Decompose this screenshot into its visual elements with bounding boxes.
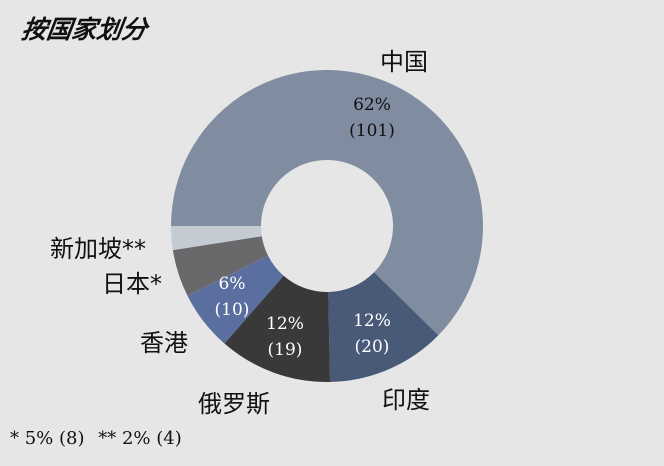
value-hongkong-pct: 6% bbox=[218, 274, 246, 294]
label-india: 印度 bbox=[382, 386, 430, 414]
label-china: 中国 bbox=[380, 48, 428, 76]
footnote: * 5% (8) ** 2% (4) bbox=[10, 428, 190, 449]
donut-slice bbox=[328, 272, 439, 382]
value-russia: 12% (19) bbox=[266, 311, 304, 363]
value-hongkong: 6% (10) bbox=[215, 271, 250, 323]
label-russia: 俄罗斯 bbox=[198, 390, 270, 418]
value-india-count: (20) bbox=[354, 337, 390, 357]
value-china-count: (101) bbox=[349, 121, 395, 141]
label-singapore: 新加坡** bbox=[50, 235, 146, 263]
value-india: 12% (20) bbox=[353, 308, 391, 360]
value-russia-pct: 12% bbox=[266, 314, 304, 334]
donut-slice bbox=[187, 255, 284, 344]
donut-slice bbox=[171, 226, 262, 251]
value-china: 62% (101) bbox=[349, 92, 395, 144]
donut-slice bbox=[172, 236, 269, 297]
value-hongkong-count: (10) bbox=[214, 300, 250, 320]
value-china-pct: 62% bbox=[353, 95, 391, 115]
value-russia-count: (19) bbox=[267, 340, 303, 360]
donut-slices bbox=[171, 70, 484, 382]
footnote-japan: * 5% (8) bbox=[10, 428, 85, 449]
donut-slice bbox=[171, 70, 484, 336]
label-hongkong: 香港 bbox=[140, 329, 188, 357]
donut-slice bbox=[224, 275, 331, 382]
value-india-pct: 12% bbox=[353, 311, 391, 331]
label-japan: 日本* bbox=[102, 270, 162, 298]
footnote-singapore: ** 2% (4) bbox=[98, 428, 182, 449]
